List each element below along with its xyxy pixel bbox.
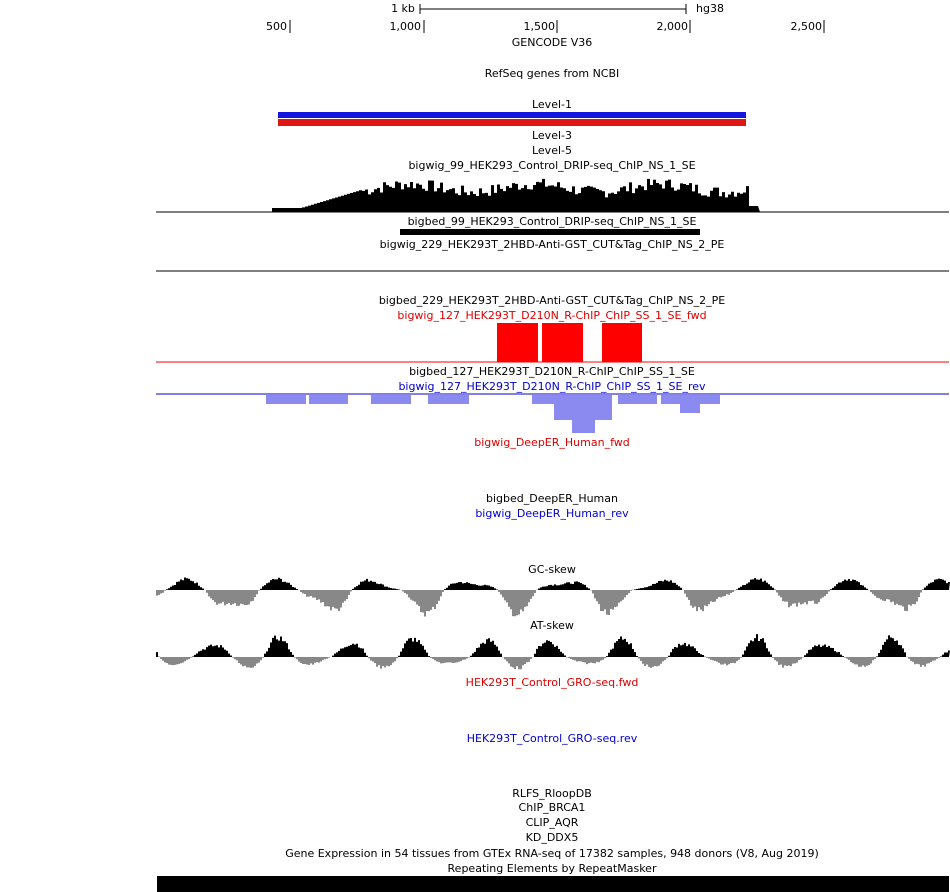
track-label: bigbed_229_HEK293T_2HBD-Anti-GST_CUT&Tag… <box>379 294 725 307</box>
rev-block <box>428 395 469 404</box>
at-skew-negative <box>156 657 950 670</box>
track-label: Gene Expression in 54 tissues from GTEx … <box>285 847 819 860</box>
track-label: Repeating Elements by RepeatMasker <box>448 862 657 875</box>
at-skew-positive <box>156 634 950 657</box>
tick-label: 1,000 <box>390 20 422 33</box>
tick-label: 2,500 <box>791 20 823 33</box>
bed-feature <box>400 229 700 235</box>
rev-block <box>618 395 657 404</box>
track-label: GC-skew <box>528 563 576 576</box>
track-label: RefSeq genes from NCBI <box>485 67 620 80</box>
track-label: bigwig_229_HEK293T_2HBD-Anti-GST_CUT&Tag… <box>380 238 725 251</box>
gc-skew-positive <box>156 577 950 590</box>
track-labels: GENCODE V36 RefSeq genes from NCBI Level-1… <box>285 36 819 875</box>
track-label: RLFS_RloopDB <box>512 787 592 800</box>
rev-block <box>266 395 306 404</box>
track-graphics <box>156 112 950 892</box>
track-label: HEK293T_Control_GRO-seq.fwd <box>466 676 639 689</box>
rev-block <box>532 395 554 404</box>
gc-skew-negative <box>156 590 950 617</box>
rev-block <box>309 395 348 404</box>
rev-block <box>572 395 595 433</box>
gene-minus <box>278 112 746 118</box>
fwd-block <box>602 323 642 362</box>
track-label: bigwig_127_HEK293T_D210N_R-ChIP_ChIP_SS_… <box>397 309 706 322</box>
rev-blocks <box>266 395 720 433</box>
track-label: AT-skew <box>530 619 574 632</box>
gene-plus <box>278 119 746 126</box>
tick-label: 1,500 <box>524 20 556 33</box>
ruler: 1 kb hg38 500 1,000 1,500 2,000 2,500 <box>266 2 825 33</box>
track-label: GENCODE V36 <box>512 36 592 49</box>
track-label: Level-1 <box>532 98 572 111</box>
track-label: bigbed_99_HEK293_Control_DRIP-seq_ChIP_N… <box>408 215 697 228</box>
assembly-label: hg38 <box>696 2 724 15</box>
track-label: KD_DDX5 <box>526 831 579 844</box>
track-label: bigwig_127_HEK293T_D210N_R-ChIP_ChIP_SS_… <box>398 380 706 393</box>
track-label: Level-3 <box>532 129 572 142</box>
track-label: Level-5 <box>532 144 572 157</box>
track-label: bigwig_99_HEK293_Control_DRIP-seq_ChIP_N… <box>408 159 695 172</box>
track-label: HEK293T_Control_GRO-seq.rev <box>467 732 638 745</box>
drip-wiggle <box>272 178 760 212</box>
repeat-bar <box>157 876 949 892</box>
track-label: bigbed_DeepER_Human <box>486 492 618 505</box>
tick-label: 2,000 <box>657 20 689 33</box>
track-label: CLIP_AQR <box>526 816 579 829</box>
track-label: bigwig_DeepER_Human_rev <box>475 507 629 520</box>
fwd-block <box>497 323 538 362</box>
track-label: bigbed_127_HEK293T_D210N_R-ChIP_ChIP_SS_… <box>409 365 695 378</box>
rev-block <box>371 395 411 404</box>
tick-label: 500 <box>266 20 287 33</box>
rev-block <box>680 395 700 413</box>
track-label: ChIP_BRCA1 <box>519 801 586 814</box>
fwd-block <box>542 323 583 362</box>
scale-label: 1 kb <box>391 2 415 15</box>
track-label: bigwig_DeepER_Human_fwd <box>474 436 629 449</box>
